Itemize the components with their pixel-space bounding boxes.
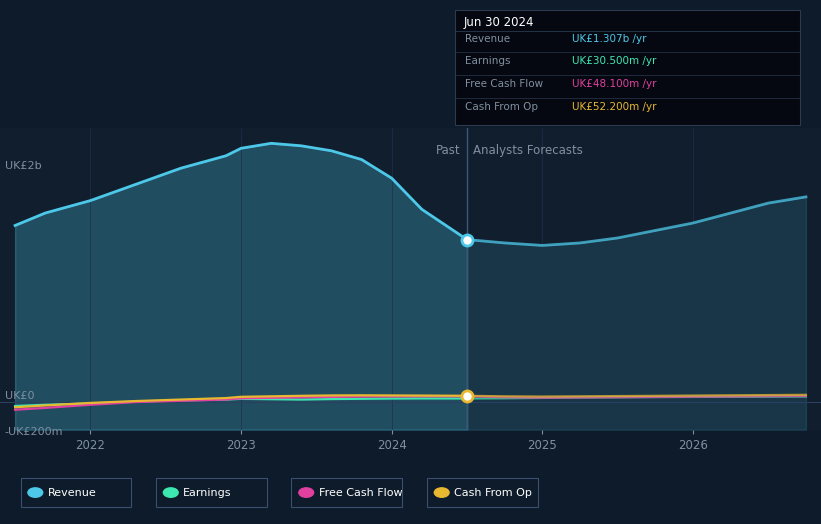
Text: UK£48.100m /yr: UK£48.100m /yr xyxy=(571,79,656,89)
Text: UK£0: UK£0 xyxy=(5,391,34,401)
Text: Analysts Forecasts: Analysts Forecasts xyxy=(473,144,583,157)
Text: UK£52.200m /yr: UK£52.200m /yr xyxy=(571,102,656,112)
Text: Free Cash Flow: Free Cash Flow xyxy=(319,487,402,498)
Text: Cash From Op: Cash From Op xyxy=(454,487,532,498)
Text: Past: Past xyxy=(436,144,461,157)
Text: UK£30.500m /yr: UK£30.500m /yr xyxy=(571,57,656,67)
Text: Free Cash Flow: Free Cash Flow xyxy=(465,79,543,89)
Text: Revenue: Revenue xyxy=(48,487,96,498)
Text: Jun 30 2024: Jun 30 2024 xyxy=(463,16,534,29)
Text: Cash From Op: Cash From Op xyxy=(465,102,538,112)
Text: UK£1.307b /yr: UK£1.307b /yr xyxy=(571,34,646,43)
Text: -UK£200m: -UK£200m xyxy=(5,427,63,436)
Text: Earnings: Earnings xyxy=(465,57,511,67)
Text: Earnings: Earnings xyxy=(183,487,232,498)
Text: Revenue: Revenue xyxy=(465,34,510,43)
Text: UK£2b: UK£2b xyxy=(5,161,41,171)
